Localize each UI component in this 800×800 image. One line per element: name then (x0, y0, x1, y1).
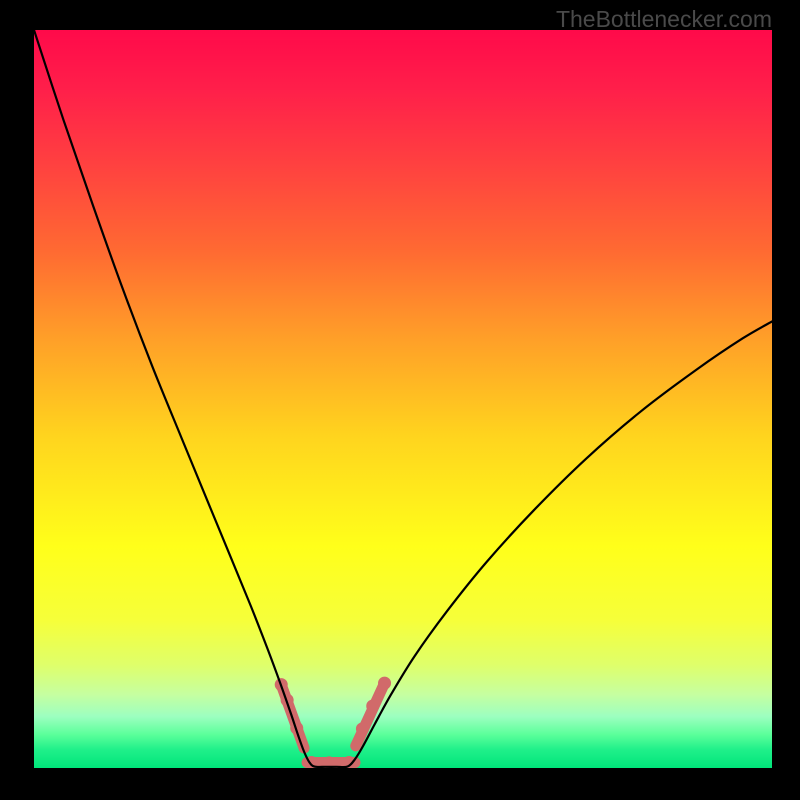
watermark-text: TheBottlenecker.com (556, 6, 772, 33)
overlay-necklace (275, 677, 391, 768)
plot-area (34, 30, 772, 768)
chart-stage: TheBottlenecker.com (0, 0, 800, 800)
bottleneck-curve (34, 30, 772, 767)
curve-layer (34, 30, 772, 768)
